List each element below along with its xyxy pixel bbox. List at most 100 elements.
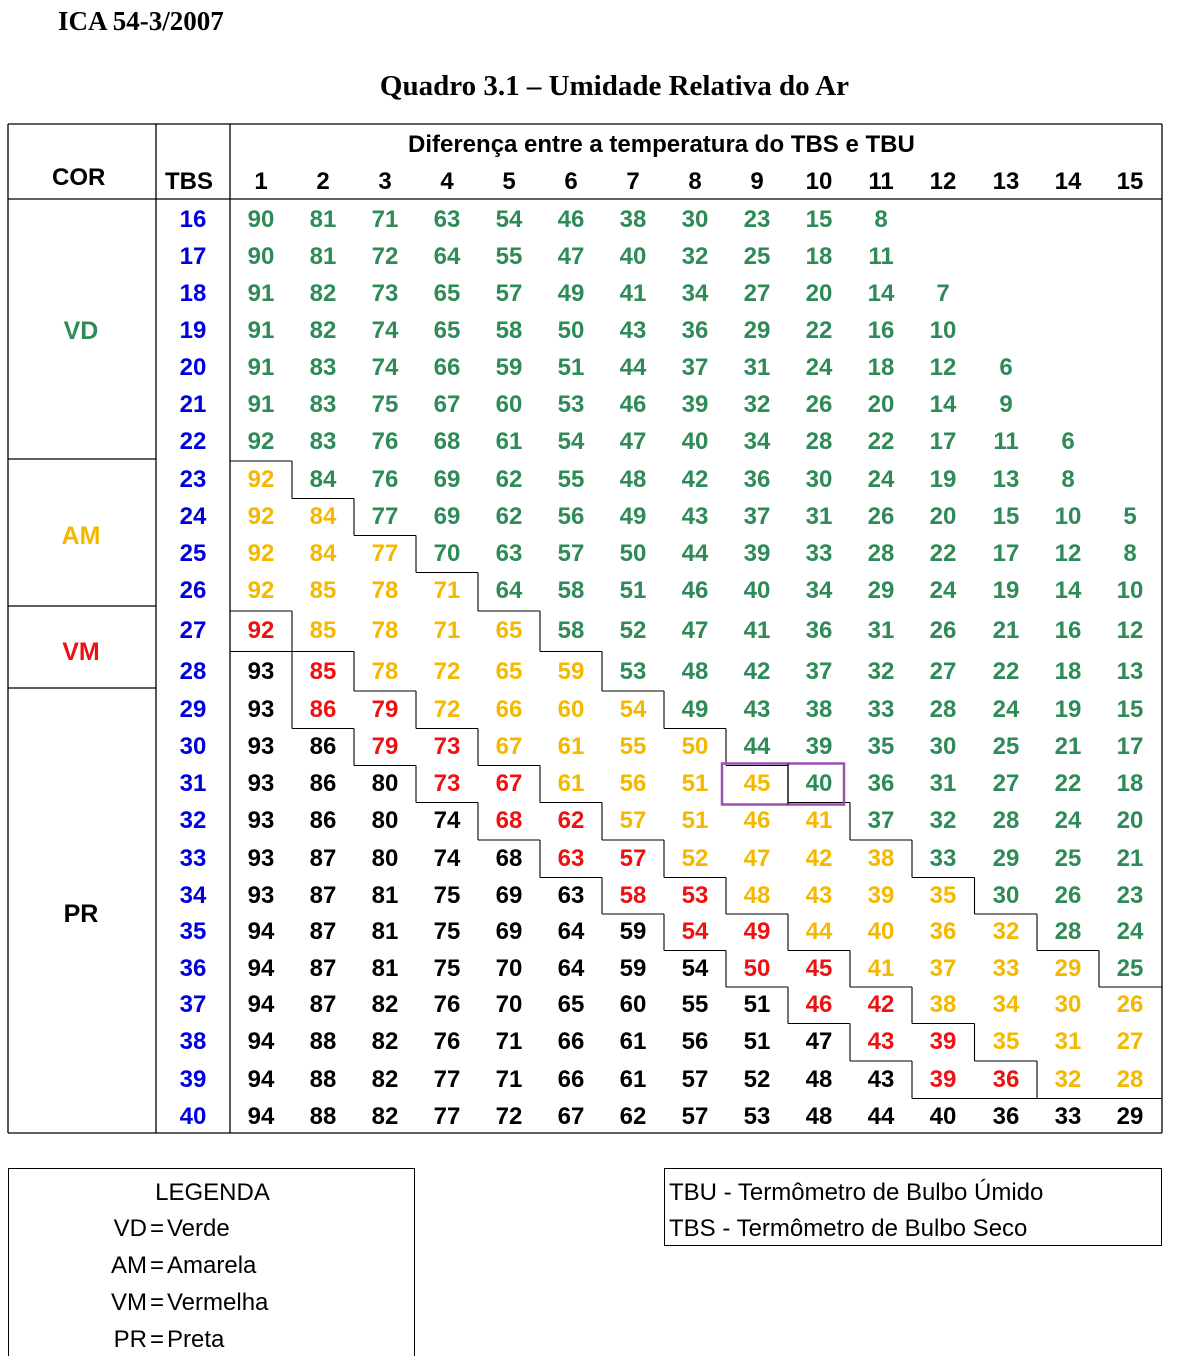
humidity-value: 49 xyxy=(557,280,585,307)
humidity-value: 87 xyxy=(309,991,337,1018)
diff-header-12: 12 xyxy=(929,168,957,195)
humidity-value: 34 xyxy=(743,428,771,455)
humidity-value: 11 xyxy=(868,243,894,270)
tbs-value: 28 xyxy=(179,658,207,685)
humidity-value: 51 xyxy=(743,1028,771,1055)
humidity-value: 84 xyxy=(309,540,337,567)
humidity-value: 30 xyxy=(929,733,957,760)
humidity-value: 94 xyxy=(247,955,275,982)
humidity-value: 57 xyxy=(619,807,647,834)
humidity-value: 57 xyxy=(681,1103,709,1130)
humidity-value: 36 xyxy=(929,918,957,945)
humidity-value: 62 xyxy=(495,503,523,530)
humidity-value: 87 xyxy=(309,882,337,909)
humidity-value: 51 xyxy=(743,991,771,1018)
humidity-value: 42 xyxy=(805,845,833,872)
tbs-value: 16 xyxy=(179,206,207,233)
legend-label: Verde xyxy=(167,1215,230,1242)
humidity-value: 85 xyxy=(309,658,337,685)
humidity-value: 26 xyxy=(929,617,957,644)
humidity-value: 68 xyxy=(433,428,461,455)
tbs-value: 35 xyxy=(179,918,207,945)
humidity-value: 59 xyxy=(619,918,647,945)
humidity-value: 54 xyxy=(495,206,523,233)
humidity-value: 70 xyxy=(495,955,523,982)
humidity-value: 76 xyxy=(433,1028,461,1055)
humidity-value: 50 xyxy=(619,540,647,567)
tbs-value: 34 xyxy=(179,882,207,909)
humidity-value: 77 xyxy=(433,1066,461,1093)
tbs-value: 18 xyxy=(179,280,207,307)
page-title: Quadro 3.1 – Umidade Relativa do Ar xyxy=(379,70,850,102)
humidity-value: 79 xyxy=(371,733,399,760)
humidity-value: 51 xyxy=(619,577,647,604)
humidity-value: 40 xyxy=(867,918,895,945)
humidity-value: 43 xyxy=(681,503,709,530)
humidity-value: 88 xyxy=(309,1103,337,1130)
cor-group-vm: VM xyxy=(62,637,100,666)
legend-box: LEGENDA VD = Verde AM = Amarela VM = Vermelha … xyxy=(8,1168,415,1356)
humidity-value: 37 xyxy=(743,503,771,530)
humidity-value: 66 xyxy=(557,1066,585,1093)
humidity-value: 22 xyxy=(805,317,833,344)
humidity-value: 51 xyxy=(557,354,585,381)
humidity-value: 86 xyxy=(309,770,337,797)
humidity-value: 22 xyxy=(1054,770,1082,797)
humidity-value: 47 xyxy=(557,243,585,270)
humidity-value: 93 xyxy=(247,807,275,834)
humidity-value: 76 xyxy=(371,428,399,455)
tbs-value: 29 xyxy=(179,696,207,723)
humidity-value: 28 xyxy=(867,540,895,567)
humidity-value: 24 xyxy=(992,696,1020,723)
humidity-value: 43 xyxy=(805,882,833,909)
humidity-value: 78 xyxy=(371,577,399,604)
legend-item-am: AM = Amarela xyxy=(91,1252,256,1280)
humidity-value: 8 xyxy=(874,206,888,233)
humidity-value: 70 xyxy=(495,991,523,1018)
humidity-value: 85 xyxy=(309,617,337,644)
humidity-value: 55 xyxy=(681,991,709,1018)
humidity-value: 17 xyxy=(1116,733,1144,760)
humidity-value: 75 xyxy=(433,882,461,909)
humidity-value: 39 xyxy=(867,882,895,909)
humidity-value: 90 xyxy=(247,206,275,233)
humidity-value: 5 xyxy=(1123,503,1137,530)
humidity-value: 38 xyxy=(619,206,647,233)
humidity-value: 76 xyxy=(371,466,399,493)
humidity-value: 36 xyxy=(743,466,771,493)
humidity-value: 12 xyxy=(1054,540,1082,567)
humidity-value: 48 xyxy=(619,466,647,493)
humidity-value: 32 xyxy=(929,807,957,834)
cor-group-am: AM xyxy=(61,521,101,550)
humidity-value: 29 xyxy=(992,845,1020,872)
humidity-value: 28 xyxy=(929,696,957,723)
humidity-value: 40 xyxy=(619,243,647,270)
humidity-value: 34 xyxy=(992,991,1020,1018)
diff-header-15: 15 xyxy=(1116,168,1144,195)
humidity-value: 57 xyxy=(557,540,585,567)
humidity-value: 59 xyxy=(495,354,523,381)
humidity-value: 12 xyxy=(1116,617,1144,644)
humidity-value: 24 xyxy=(805,354,833,381)
humidity-value: 6 xyxy=(999,354,1013,381)
humidity-value: 32 xyxy=(1054,1066,1082,1093)
humidity-value: 56 xyxy=(619,770,647,797)
humidity-value: 48 xyxy=(743,882,771,909)
diff-header-10: 10 xyxy=(805,168,833,195)
humidity-value: 70 xyxy=(433,540,461,567)
humidity-value: 41 xyxy=(805,807,833,834)
humidity-value: 39 xyxy=(681,391,709,418)
humidity-value: 85 xyxy=(309,577,337,604)
humidity-value: 29 xyxy=(1054,955,1082,982)
humidity-value: 31 xyxy=(867,617,895,644)
humidity-value: 61 xyxy=(557,770,585,797)
humidity-value: 71 xyxy=(495,1066,523,1093)
humidity-value: 94 xyxy=(247,1103,275,1130)
humidity-value: 32 xyxy=(867,658,895,685)
humidity-value: 63 xyxy=(495,540,523,567)
tbs-value: 22 xyxy=(179,428,207,455)
humidity-value: 31 xyxy=(929,770,957,797)
humidity-value: 82 xyxy=(371,1066,399,1093)
humidity-value: 15 xyxy=(805,206,833,233)
humidity-value: 34 xyxy=(681,280,709,307)
